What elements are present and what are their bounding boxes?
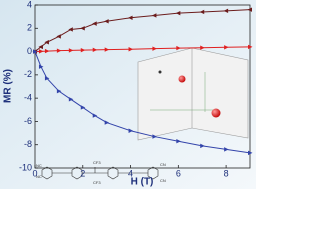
marker <box>152 134 157 139</box>
marker <box>104 19 109 24</box>
y-tick-label: -8 <box>24 139 32 149</box>
marker <box>200 45 205 50</box>
x-axis-label: H (T) <box>131 177 154 188</box>
y-tick-label: -10 <box>19 162 32 172</box>
y-tick-label: -2 <box>24 69 32 79</box>
marker <box>176 45 181 51</box>
structure-label: CN <box>160 178 166 183</box>
marker <box>44 48 50 54</box>
marker <box>80 105 86 110</box>
structure-label: CN <box>160 162 166 167</box>
structure-label: CF3 <box>93 160 101 165</box>
x-tick-label: 2 <box>80 168 85 178</box>
marker <box>33 49 38 54</box>
x-tick-label: 0 <box>32 168 37 178</box>
marker <box>104 47 110 52</box>
inset <box>137 47 249 141</box>
marker <box>200 143 205 149</box>
structure-label: NC <box>36 174 42 179</box>
y-tick-label: 0 <box>27 46 32 56</box>
y-tick-label: 2 <box>27 23 32 33</box>
annotations: NC NC CF3 CF3 CN CN <box>36 160 166 185</box>
y-tick-label: -6 <box>24 116 32 126</box>
marker <box>68 48 74 53</box>
marker <box>151 13 157 18</box>
marker <box>224 45 229 50</box>
marker <box>38 49 44 54</box>
plot-frame <box>34 4 251 169</box>
marker <box>247 7 252 12</box>
marker <box>56 88 62 94</box>
marker <box>44 40 49 45</box>
marker <box>128 128 134 133</box>
marker <box>80 47 86 53</box>
marker <box>199 9 205 15</box>
x-tick-label: 8 <box>224 168 229 178</box>
marker <box>223 8 229 14</box>
marker <box>128 15 133 21</box>
series-line <box>34 51 251 154</box>
chart: NC NC CF3 CF3 CN CN H (T) MR (%) -10 -8 -6 -4 -2 0… <box>0 0 256 189</box>
y-tick-label: 4 <box>27 0 32 9</box>
marker <box>92 47 98 53</box>
marker <box>248 150 253 156</box>
marker <box>224 147 229 152</box>
structure-label: NC <box>36 163 42 168</box>
y-axis-label: MR (%) <box>3 69 14 103</box>
marker <box>38 44 43 50</box>
marker <box>68 27 73 32</box>
structure-label: CF3 <box>93 180 101 185</box>
marker <box>152 46 157 51</box>
marker <box>128 47 134 52</box>
x-tick-label: 4 <box>128 168 133 178</box>
marker <box>68 97 74 102</box>
marker <box>38 64 44 69</box>
marker <box>56 34 61 39</box>
marker <box>56 48 62 53</box>
marker <box>175 10 181 16</box>
marker <box>80 26 85 31</box>
marker <box>104 120 110 125</box>
x-tick-label: 6 <box>176 168 181 178</box>
marker <box>92 21 97 26</box>
marker <box>248 44 253 50</box>
marker <box>92 113 98 118</box>
marker <box>44 76 50 81</box>
y-tick-label: -4 <box>24 93 32 103</box>
marker <box>176 139 181 144</box>
